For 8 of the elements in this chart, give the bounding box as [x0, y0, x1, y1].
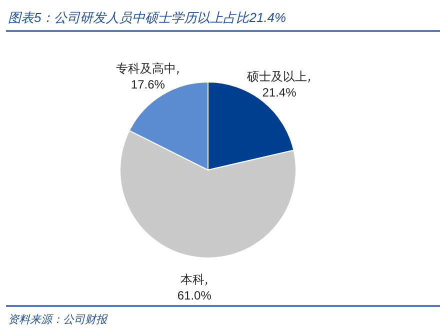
slice-label: 硕士及以上: [246, 69, 308, 84]
chart-title: 图表5：公司研发人员中硕士学历以上占比21.4%: [8, 10, 286, 25]
slice-label: 专科及高中: [116, 62, 176, 76]
text: 资料来源：公司财报: [8, 313, 108, 326]
data-label: 61.0%: [177, 288, 212, 303]
data-label: 21.4%: [262, 85, 297, 100]
slice-label: 本科: [180, 272, 204, 287]
data-label: 17.6%: [130, 78, 166, 92]
